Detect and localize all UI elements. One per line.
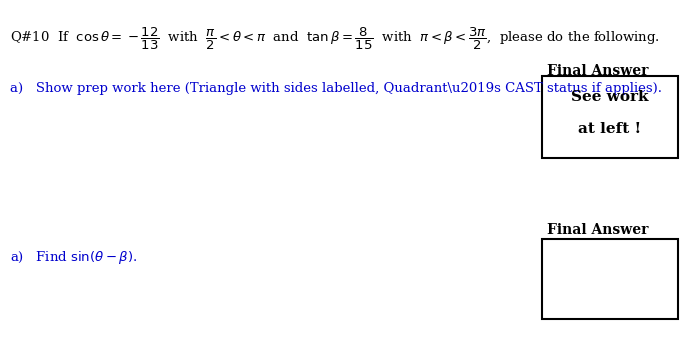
FancyBboxPatch shape: [542, 76, 678, 158]
Text: Final Answer: Final Answer: [547, 223, 649, 237]
Text: Final Answer: Final Answer: [547, 64, 649, 78]
FancyBboxPatch shape: [542, 239, 678, 319]
Text: See work: See work: [571, 90, 649, 104]
Text: Q#10  If  $\cos\theta = -\dfrac{12}{13}$  with  $\dfrac{\pi}{2}<\theta<\pi$  and: Q#10 If $\cos\theta = -\dfrac{12}{13}$ w…: [10, 26, 660, 52]
Text: a)   Show prep work here (Triangle with sides labelled, Quadrant\u2019s CAST sta: a) Show prep work here (Triangle with si…: [10, 82, 662, 95]
Text: a)   Find $\sin(\theta - \beta)$.: a) Find $\sin(\theta - \beta)$.: [10, 249, 138, 266]
Text: at left !: at left !: [578, 122, 642, 136]
